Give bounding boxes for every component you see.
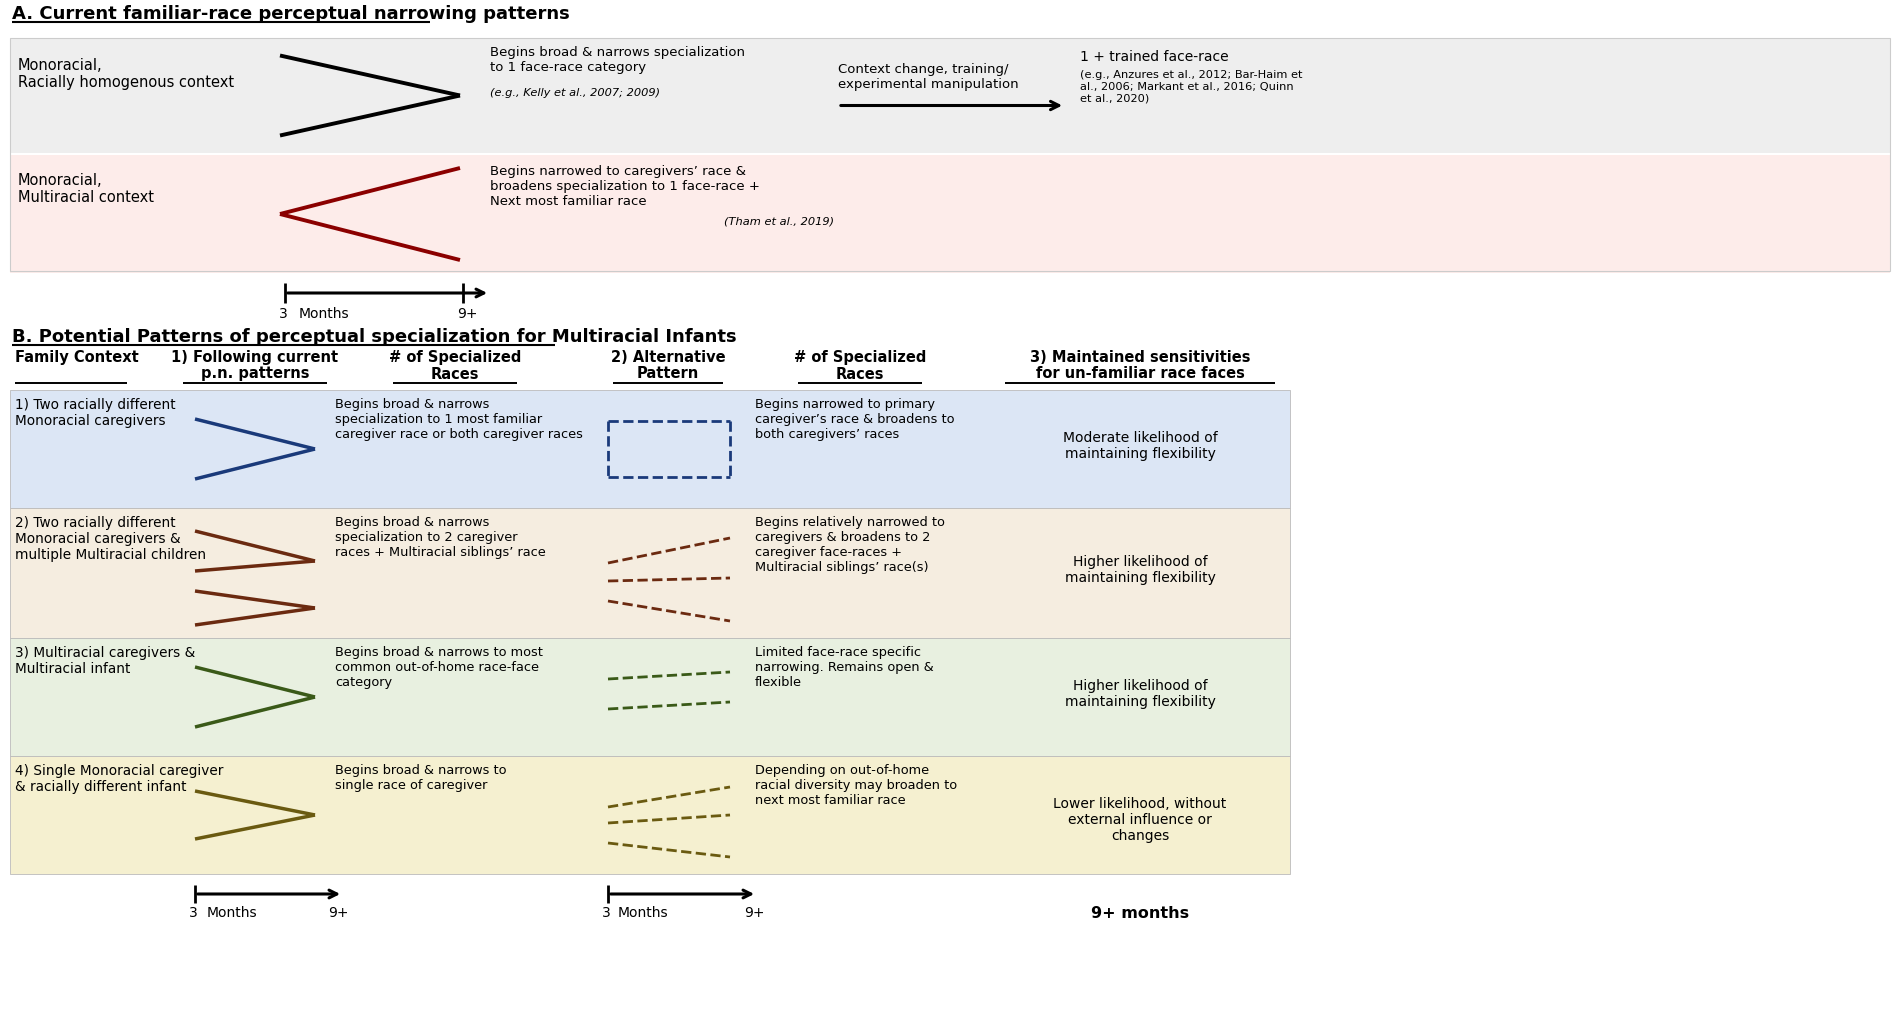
Text: Monoracial,
Multiracial context: Monoracial, Multiracial context: [17, 173, 154, 205]
Text: 9+: 9+: [456, 307, 477, 321]
Text: Begins narrowed to primary
caregiver’s race & broadens to
both caregivers’ races: Begins narrowed to primary caregiver’s r…: [755, 398, 954, 441]
Text: Months: Months: [298, 307, 350, 321]
Text: # of Specialized
Races: # of Specialized Races: [390, 350, 521, 382]
Text: Pattern: Pattern: [637, 366, 700, 381]
Text: (e.g., Anzures et al., 2012; Bar-Haim et
al., 2006; Markant et al., 2016; Quinn
: (e.g., Anzures et al., 2012; Bar-Haim et…: [1080, 70, 1302, 103]
Text: 9+ months: 9+ months: [1091, 906, 1188, 921]
Text: Months: Months: [618, 906, 669, 920]
Text: Begins relatively narrowed to
caregivers & broadens to 2
caregiver face-races +
: Begins relatively narrowed to caregivers…: [755, 516, 945, 574]
Text: Limited face-race specific
narrowing. Remains open &
flexible: Limited face-race specific narrowing. Re…: [755, 646, 933, 689]
Text: 3: 3: [279, 307, 287, 321]
Text: Monoracial,
Racially homogenous context: Monoracial, Racially homogenous context: [17, 58, 234, 90]
Text: Family Context: Family Context: [15, 350, 139, 365]
Text: Begins broad & narrows
specialization to 2 caregiver
races + Multiracial sibling: Begins broad & narrows specialization to…: [335, 516, 546, 559]
Bar: [10, 390, 1291, 508]
Bar: [10, 508, 1291, 638]
Text: 3: 3: [188, 906, 198, 920]
Text: B. Potential Patterns of perceptual specialization for Multiracial Infants: B. Potential Patterns of perceptual spec…: [11, 328, 736, 346]
Text: 3: 3: [603, 906, 610, 920]
Text: Begins broad & narrows
specialization to 1 most familiar
caregiver race or both : Begins broad & narrows specialization to…: [335, 398, 584, 441]
Bar: [10, 38, 1890, 271]
Text: 9+: 9+: [329, 906, 348, 920]
Text: 3) Multiracial caregivers &
Multiracial infant: 3) Multiracial caregivers & Multiracial …: [15, 646, 196, 676]
Text: 3) Maintained sensitivities: 3) Maintained sensitivities: [1030, 350, 1251, 365]
Text: (Tham et al., 2019): (Tham et al., 2019): [724, 217, 835, 227]
Text: 1) Two racially different
Monoracial caregivers: 1) Two racially different Monoracial car…: [15, 398, 175, 428]
Text: for un-familiar race faces: for un-familiar race faces: [1036, 366, 1245, 381]
Text: Higher likelihood of
maintaining flexibility: Higher likelihood of maintaining flexibi…: [1065, 555, 1215, 585]
Text: Higher likelihood of
maintaining flexibility: Higher likelihood of maintaining flexibi…: [1065, 679, 1215, 710]
Text: 1 + trained face-race: 1 + trained face-race: [1080, 50, 1228, 64]
Bar: [10, 38, 1890, 153]
Bar: [10, 155, 1890, 273]
Text: (e.g., Kelly et al., 2007; 2009): (e.g., Kelly et al., 2007; 2009): [490, 88, 660, 98]
Text: 2) Two racially different
Monoracial caregivers &
multiple Multiracial children: 2) Two racially different Monoracial car…: [15, 516, 205, 563]
Text: Moderate likelihood of
maintaining flexibility: Moderate likelihood of maintaining flexi…: [1063, 431, 1217, 461]
Text: 2) Alternative: 2) Alternative: [610, 350, 726, 365]
Text: A. Current familiar-race perceptual narrowing patterns: A. Current familiar-race perceptual narr…: [11, 5, 570, 23]
Text: Depending on out-of-home
racial diversity may broaden to
next most familiar race: Depending on out-of-home racial diversit…: [755, 764, 956, 807]
Text: Context change, training/
experimental manipulation: Context change, training/ experimental m…: [838, 63, 1019, 91]
Bar: [10, 756, 1291, 874]
Text: 9+: 9+: [743, 906, 764, 920]
Text: Begins broad & narrows to
single race of caregiver: Begins broad & narrows to single race of…: [335, 764, 506, 792]
Text: p.n. patterns: p.n. patterns: [202, 366, 310, 381]
Text: Lower likelihood, without
external influence or
changes: Lower likelihood, without external influ…: [1053, 797, 1226, 843]
Text: 4) Single Monoracial caregiver
& racially different infant: 4) Single Monoracial caregiver & raciall…: [15, 764, 224, 794]
Text: Begins narrowed to caregivers’ race &
broadens specialization to 1 face-race +
N: Begins narrowed to caregivers’ race & br…: [490, 165, 760, 208]
Text: Months: Months: [207, 906, 259, 920]
Bar: [10, 638, 1291, 756]
Text: 1) Following current: 1) Following current: [171, 350, 338, 365]
Text: Begins broad & narrows specialization
to 1 face-race category: Begins broad & narrows specialization to…: [490, 46, 745, 74]
Text: Begins broad & narrows to most
common out-of-home race-face
category: Begins broad & narrows to most common ou…: [335, 646, 544, 689]
Text: # of Specialized
Races: # of Specialized Races: [795, 350, 926, 382]
